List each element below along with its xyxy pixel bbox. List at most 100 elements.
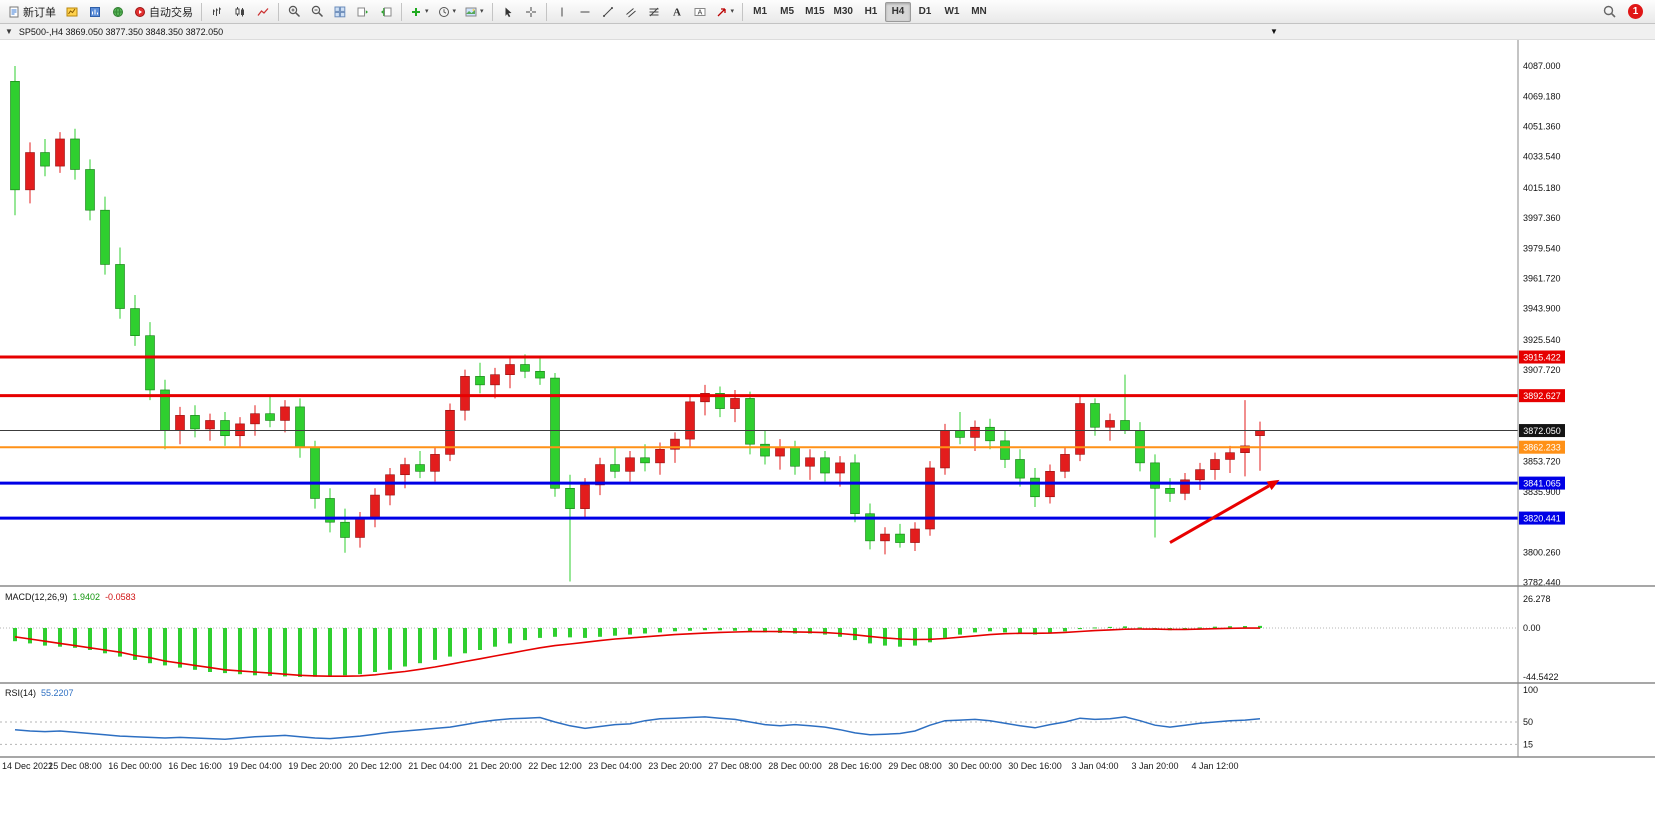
toolbar-separator: [401, 2, 402, 21]
chart-header-strip: ▼ SP500-,H4 3869.050 3877.350 3848.350 3…: [0, 24, 1655, 40]
candle-body: [115, 264, 125, 309]
timeframe-button-m30[interactable]: M30: [830, 2, 857, 22]
macd-histogram-bar: [58, 628, 62, 647]
macd-histogram-bar: [463, 628, 467, 654]
new-order-button[interactable]: 新订单: [4, 2, 60, 22]
one-click-collapse-icon[interactable]: ▼: [5, 27, 13, 36]
axis-label: 16 Dec 00:00: [108, 761, 162, 771]
timeframe-button-m1[interactable]: M1: [747, 2, 773, 22]
axis-label: 3907.720: [1523, 365, 1561, 375]
macd-histogram-bar: [808, 628, 812, 634]
periods-button[interactable]: ▾: [434, 2, 461, 22]
trendline-button[interactable]: [597, 2, 619, 22]
macd-histogram-bar: [928, 628, 932, 643]
chevron-down-icon: ▾: [452, 8, 457, 15]
templates-icon: [465, 6, 477, 18]
candle-body: [1165, 487, 1175, 494]
chart-shift-button[interactable]: [375, 2, 397, 22]
notifications-badge[interactable]: 1: [1628, 4, 1643, 19]
market-watch-button[interactable]: [84, 2, 106, 22]
toolbar-separator: [491, 2, 493, 21]
arrow-annotation[interactable]: [1169, 484, 1270, 544]
tile-windows-button[interactable]: [329, 2, 351, 22]
svg-text:A: A: [673, 6, 681, 18]
price-axis[interactable]: 4087.000 4069.180 4051.360 4033.540 4015.180…: [1519, 61, 1565, 588]
indicators-button[interactable]: ▾: [406, 2, 433, 22]
timeframe-button-m15[interactable]: M15: [801, 2, 828, 22]
candle-body: [1090, 403, 1100, 428]
chart-canvas[interactable]: 4087.000 4069.180 4051.360 4033.540 4015.180…: [0, 40, 1655, 824]
candle-body: [550, 377, 560, 489]
candle-body: [310, 447, 320, 499]
zoom-out-button[interactable]: [306, 2, 328, 22]
candle-body: [265, 413, 275, 421]
macd-histogram-bar: [1228, 626, 1232, 628]
axis-label: 3943.900: [1523, 304, 1561, 314]
axis-label: 16 Dec 16:00: [168, 761, 222, 771]
candlestick-chart-button[interactable]: [229, 2, 251, 22]
macd-histogram-bar: [253, 628, 257, 676]
price-tag-3862.233: [1519, 440, 1565, 454]
timeframe-button-m5[interactable]: M5: [774, 2, 800, 22]
candle-body: [280, 406, 290, 421]
macd-histogram-bar: [1003, 628, 1007, 633]
candle-body: [865, 513, 875, 542]
scroll-end-marker-icon[interactable]: ▼: [1270, 27, 1278, 36]
axis-label: 21 Dec 20:00: [468, 761, 522, 771]
fibonacci-button[interactable]: [643, 2, 665, 22]
text-label-button[interactable]: A: [689, 2, 711, 22]
search-button[interactable]: [1598, 2, 1620, 22]
rsi-line: [14, 716, 1261, 741]
macd-histogram-bar: [493, 628, 497, 647]
text-button[interactable]: A: [666, 2, 688, 22]
candle-body: [100, 209, 110, 265]
candle-body: [55, 138, 65, 167]
axis-label: 3853.720: [1523, 457, 1561, 467]
templates-button[interactable]: ▾: [461, 2, 488, 22]
timeframe-button-mn[interactable]: MN: [966, 2, 992, 22]
candle-body: [325, 498, 335, 523]
axis-label: 4015.180: [1523, 183, 1561, 193]
new-chart-button[interactable]: [61, 2, 83, 22]
timeframe-button-h1[interactable]: H1: [858, 2, 884, 22]
candle-body: [760, 443, 770, 457]
line-chart-button[interactable]: [252, 2, 274, 22]
candle-body: [400, 464, 410, 476]
macd-main-value: 1.9402: [72, 592, 101, 602]
timeframe-button-d1[interactable]: D1: [912, 2, 938, 22]
auto-trading-button[interactable]: 自动交易: [130, 2, 197, 22]
timeframe-button-w1[interactable]: W1: [939, 2, 965, 22]
candle-body: [850, 462, 860, 515]
zoom-in-button[interactable]: [283, 2, 305, 22]
channel-button[interactable]: [620, 2, 642, 22]
macd-histogram-bar: [208, 628, 212, 672]
vertical-line-button[interactable]: [551, 2, 573, 22]
navigator-button[interactable]: [107, 2, 129, 22]
new-chart-icon: [66, 6, 78, 18]
cursor-button[interactable]: [497, 2, 519, 22]
axis-label: 3892.627: [1523, 391, 1561, 401]
crosshair-button[interactable]: [520, 2, 542, 22]
axis-label: 23 Dec 20:00: [648, 761, 702, 771]
axis-label: 3820.441: [1523, 514, 1561, 524]
auto-scroll-button[interactable]: [352, 2, 374, 22]
candle-body: [415, 464, 425, 472]
market-watch-icon: [89, 6, 101, 18]
horizontal-line-button[interactable]: [574, 2, 596, 22]
candle-body: [730, 398, 740, 409]
bar-chart-button[interactable]: [206, 2, 228, 22]
timeframe-button-h4[interactable]: H4: [884, 1, 911, 22]
axis-label: 26.278: [1523, 594, 1551, 604]
macd-histogram-bar: [598, 628, 602, 637]
price-tag-3892.627: [1519, 389, 1565, 403]
new-order-label: 新订单: [23, 6, 56, 19]
candle-body: [130, 308, 140, 336]
candle-body: [1015, 459, 1025, 479]
arrows-button[interactable]: ▾: [712, 2, 739, 22]
candle-body: [220, 420, 230, 437]
axis-label: 3782.440: [1523, 578, 1561, 588]
macd-histogram-bar: [748, 628, 752, 632]
axis-label: 3841.065: [1523, 479, 1561, 489]
candle-body: [985, 426, 995, 442]
